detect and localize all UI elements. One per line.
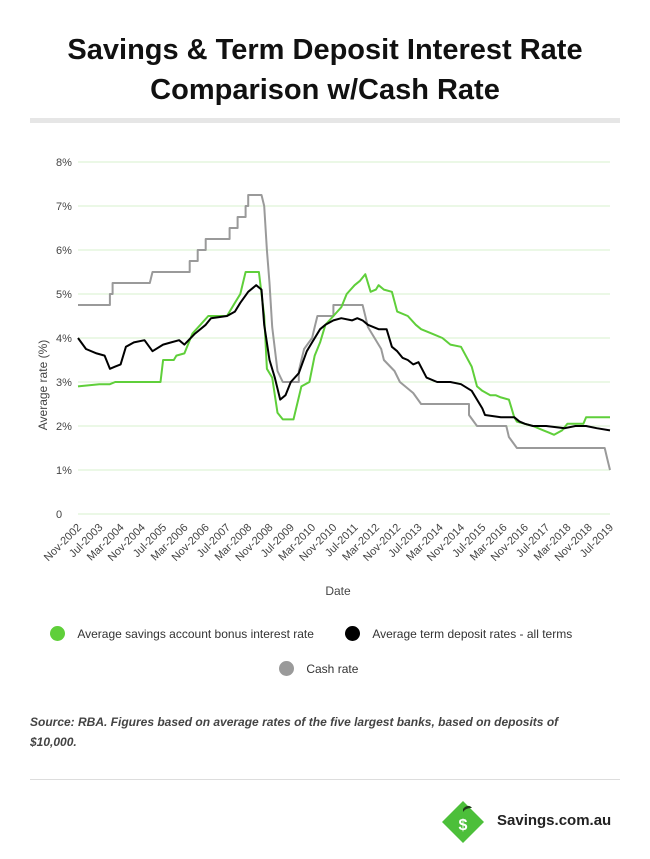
y-tick-label-6: 6% — [56, 245, 72, 257]
y-tick-label-5: 5% — [56, 289, 72, 301]
chart-title: Savings & Term Deposit Interest Rate Com… — [0, 30, 650, 110]
y-tick-label-7: 7% — [56, 201, 72, 213]
series-lines — [77, 194, 611, 471]
legend-item-cash: Cash rate — [279, 661, 359, 677]
line-chart: 0 1% 2% 3% 4% 5% 6% 7% 8% Nov-2002Jul-2003Mar-20… — [36, 157, 616, 598]
y-tick-label-0: 0 — [56, 509, 62, 521]
legend-label-savings: Average savings account bonus interest r… — [77, 626, 314, 641]
y-axis-label: Average rate (%) — [36, 340, 50, 431]
series-line-term — [77, 284, 611, 432]
series-line-cash — [78, 194, 611, 471]
y-tick-label-8: 8% — [56, 157, 72, 169]
chart-title-line1: Savings & Term Deposit Interest Rate — [67, 34, 583, 66]
x-tick-labels: Nov-2002Jul-2003Mar-2004Nov-2004Jul-2005… — [42, 522, 616, 564]
legend-item-term: Average term deposit rates - all terms — [345, 626, 573, 642]
brand-name: Savings.com.au — [497, 812, 612, 829]
y-tick-label-2: 2% — [56, 421, 72, 433]
chart-title-line2: Comparison w/Cash Rate — [150, 74, 500, 106]
legend-swatch-cash — [279, 661, 294, 677]
chart-legend: Average savings account bonus interest r… — [0, 626, 650, 686]
y-tick-labels: 0 1% 2% 3% 4% 5% 6% 7% 8% — [56, 157, 72, 521]
grid-lines — [78, 161, 610, 515]
legend-swatch-savings — [50, 626, 65, 642]
x-axis-label: Date — [325, 584, 351, 598]
legend-label-cash: Cash rate — [306, 661, 359, 676]
savings-logo-icon: $ — [442, 801, 484, 843]
legend-swatch-term — [345, 626, 360, 642]
logo-letter: $ — [459, 817, 468, 834]
series-line-savings — [77, 271, 610, 436]
legend-item-savings: Average savings account bonus interest r… — [50, 626, 314, 642]
source-note: Source: RBA. Figures based on average ra… — [30, 715, 559, 749]
legend-label-term: Average term deposit rates - all terms — [372, 626, 573, 641]
y-tick-label-1: 1% — [56, 465, 72, 477]
y-tick-label-4: 4% — [56, 333, 72, 345]
title-divider — [30, 118, 620, 123]
y-tick-label-3: 3% — [56, 377, 72, 389]
footer-divider — [30, 779, 620, 780]
